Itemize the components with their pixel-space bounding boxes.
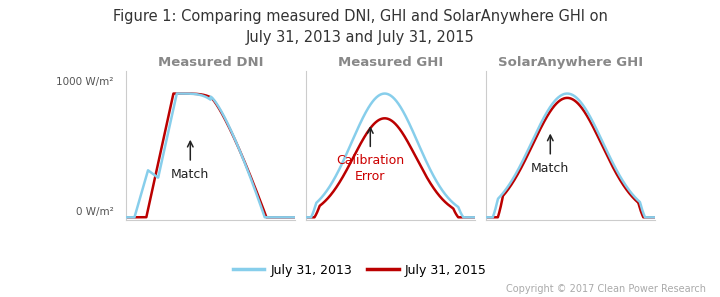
Title: Measured DNI: Measured DNI	[158, 56, 264, 69]
Text: Match: Match	[171, 168, 210, 181]
Text: Calibration
Error: Calibration Error	[336, 154, 405, 183]
Text: Match: Match	[531, 162, 570, 175]
Text: 1000 W/m²: 1000 W/m²	[56, 77, 114, 87]
Text: Copyright © 2017 Clean Power Research: Copyright © 2017 Clean Power Research	[505, 284, 706, 294]
Legend: July 31, 2013, July 31, 2015: July 31, 2013, July 31, 2015	[228, 259, 492, 282]
Text: Figure 1: Comparing measured DNI, GHI and SolarAnywhere GHI on
July 31, 2013 and: Figure 1: Comparing measured DNI, GHI an…	[112, 9, 608, 45]
Title: SolarAnywhere GHI: SolarAnywhere GHI	[498, 56, 643, 69]
Text: 0 W/m²: 0 W/m²	[76, 207, 114, 217]
Title: Measured GHI: Measured GHI	[338, 56, 444, 69]
